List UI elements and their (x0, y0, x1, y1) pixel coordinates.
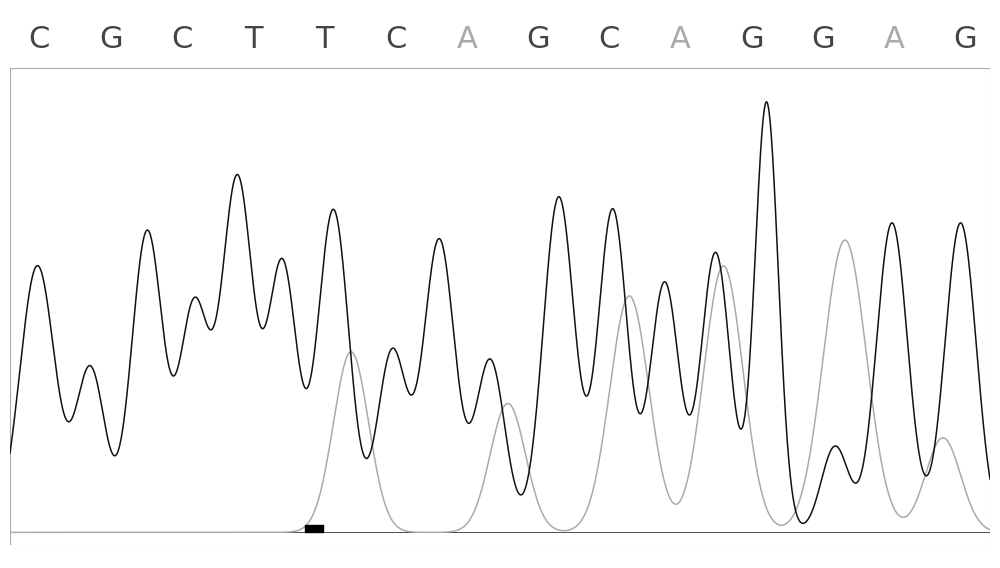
Text: G: G (954, 25, 977, 54)
Text: A: A (884, 25, 905, 54)
Text: G: G (740, 25, 764, 54)
Text: G: G (99, 25, 122, 54)
Text: T: T (244, 25, 262, 54)
Text: T: T (315, 25, 334, 54)
Text: A: A (670, 25, 691, 54)
Text: G: G (526, 25, 550, 54)
Text: C: C (29, 25, 50, 54)
Text: C: C (385, 25, 406, 54)
Text: A: A (456, 25, 477, 54)
Text: G: G (811, 25, 835, 54)
Text: C: C (599, 25, 620, 54)
Text: C: C (171, 25, 193, 54)
